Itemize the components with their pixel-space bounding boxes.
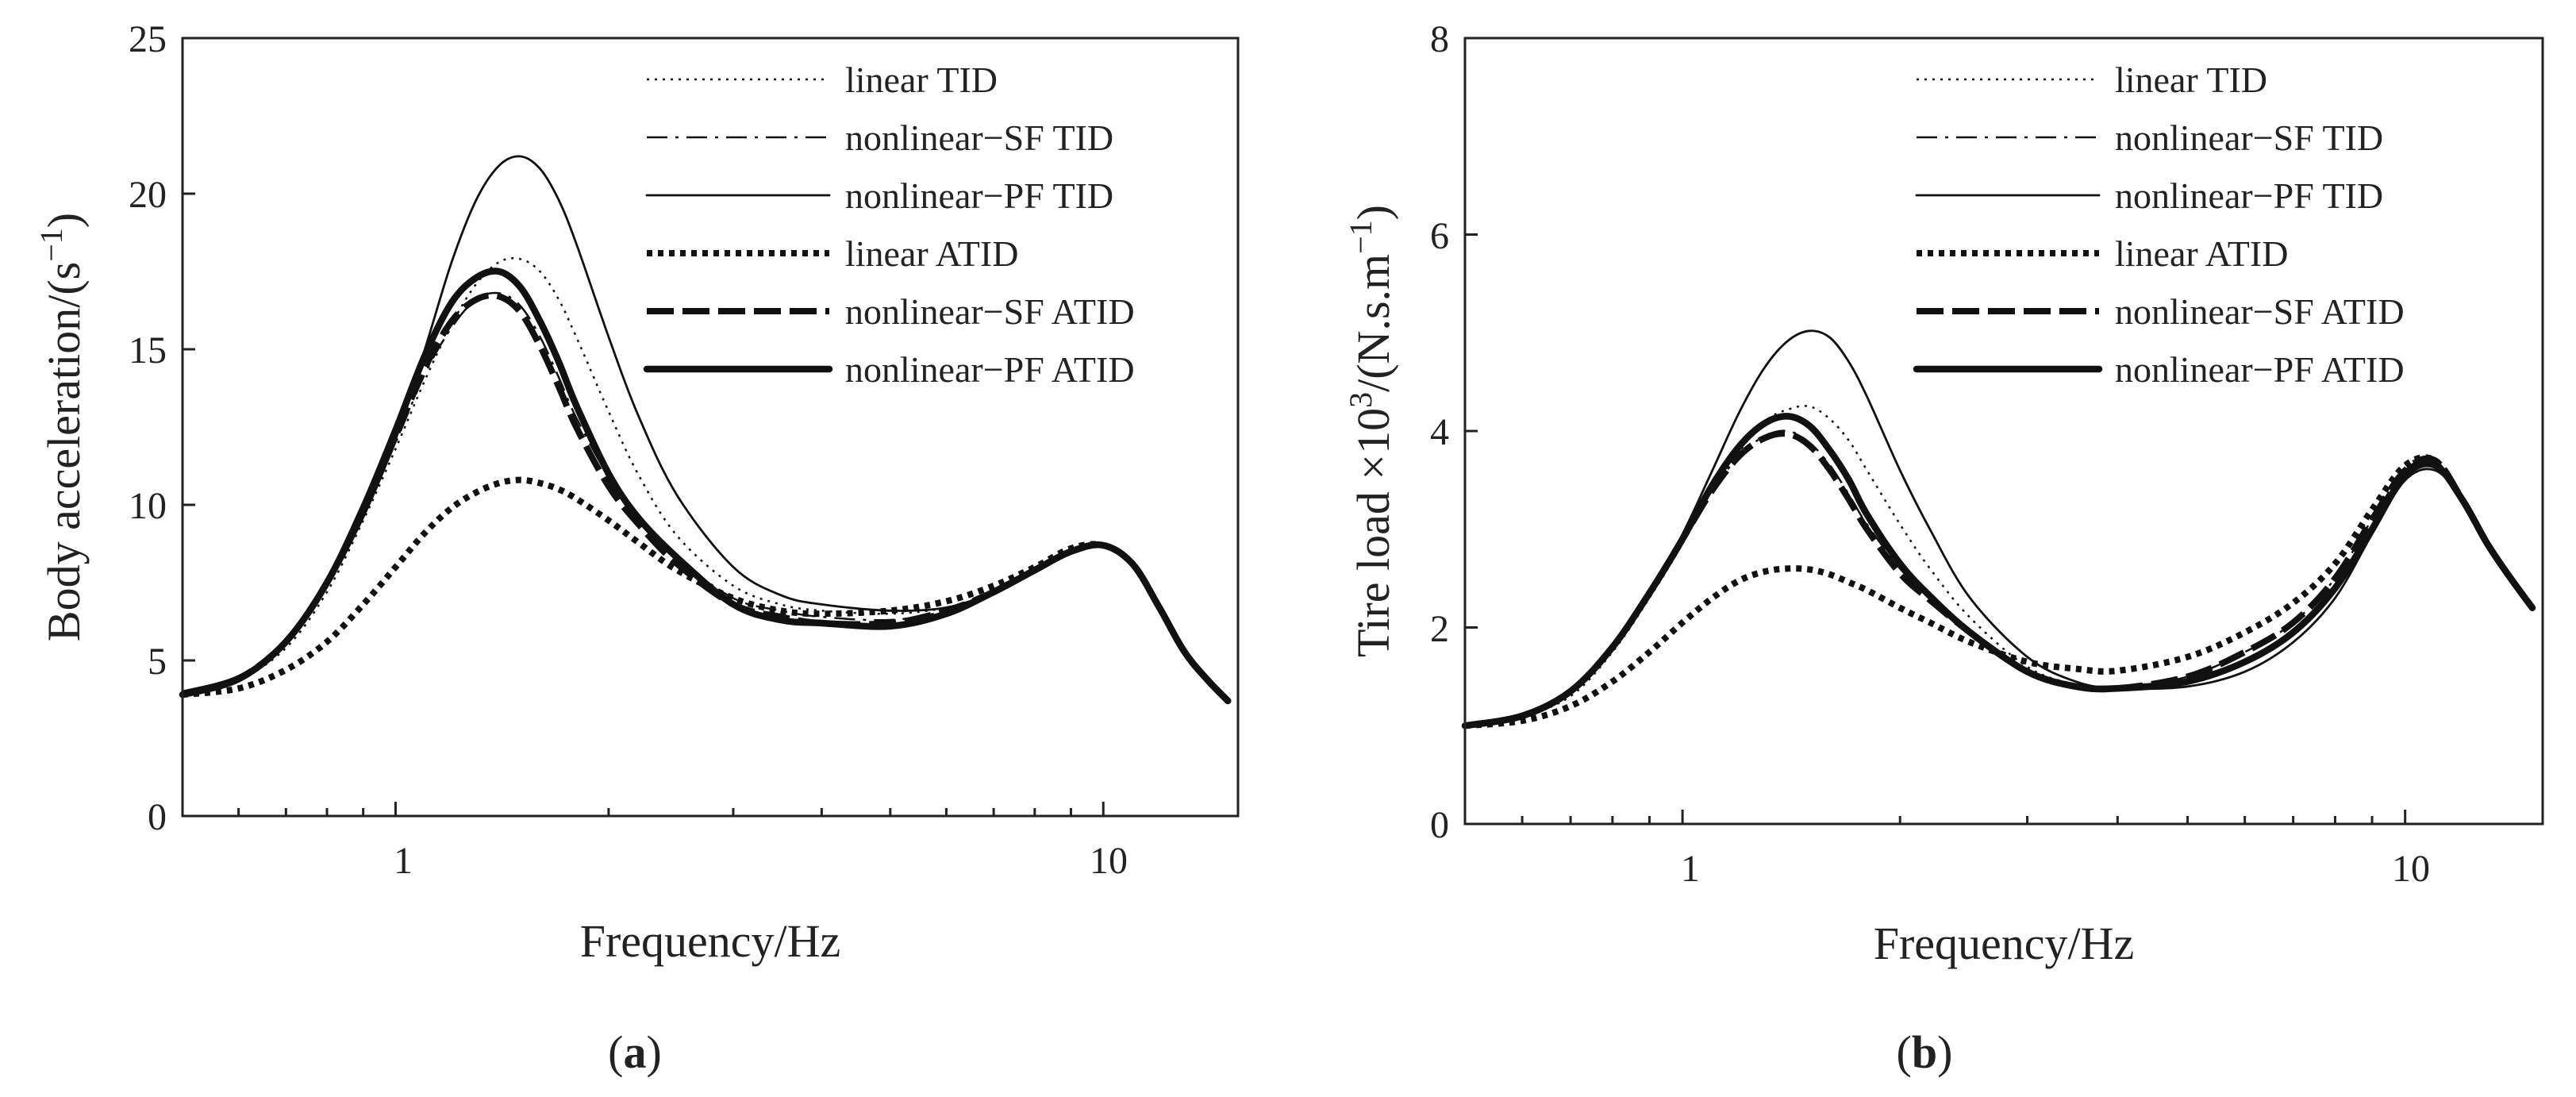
legend-a: linear TID nonlinear−SF TID nonlinear−PF…: [643, 60, 1135, 390]
y-axis-label: Body acceleration/(s−1): [33, 213, 90, 641]
chart-panel-b: 0 2 4 6 8 1 10 Frequency/Hz Tire load ×1…: [1343, 18, 2544, 1078]
series-group-b: [1461, 329, 2536, 729]
panel-label-a: (a): [608, 1026, 662, 1078]
y-tick-label: 0: [1430, 804, 1449, 846]
series-group-a: [179, 155, 1232, 705]
y-tick-label: 20: [129, 174, 167, 216]
panel-label-b: (b): [1897, 1026, 1953, 1078]
series-line-thin-dotted: [1464, 405, 2534, 727]
series-line-thick-dotted: [182, 476, 1231, 703]
legend-label: nonlinear−PF TID: [845, 175, 1113, 216]
chart-panel-a: 0 5 10 15 20 25 1 10 Frequency/Hz Body a…: [33, 18, 1240, 1078]
legend-label: nonlinear−PF TID: [2115, 175, 2383, 216]
y-tick-label: 0: [148, 796, 167, 838]
x-tick-label: 1: [1681, 848, 1700, 890]
y-tick-label: 8: [1430, 18, 1449, 60]
y-tick-label: 25: [129, 18, 167, 60]
legend-label: nonlinear−SF TID: [2115, 117, 2383, 158]
y-tick-label: 2: [1430, 608, 1449, 650]
y-tick-label: 15: [129, 329, 167, 371]
x-axis-label: Frequency/Hz: [580, 915, 841, 967]
series-line-thin-solid: [181, 155, 1229, 702]
plot-frame-a: [181, 37, 1240, 818]
legend-label: nonlinear−SF ATID: [845, 291, 1135, 332]
x-tick-label: 10: [1090, 840, 1128, 882]
legend-label: linear TID: [2115, 60, 2267, 100]
axis-ticks-b: [1463, 37, 2407, 826]
legend-label: linear TID: [845, 60, 998, 100]
x-tick-label: 10: [2392, 848, 2430, 890]
x-tick-label: 1: [394, 840, 413, 882]
legend-label: nonlinear−SF TID: [845, 117, 1113, 158]
legend-label: linear ATID: [2115, 233, 2288, 274]
series-line-thick-dotted: [1464, 454, 2536, 729]
series-line-thick-dashed: [181, 292, 1231, 703]
legend-label: linear ATID: [845, 233, 1018, 274]
y-tick-label: 10: [129, 485, 167, 527]
y-axis-label: Tire load ×103/(N.s.m−1): [1343, 205, 1399, 657]
series-line-thick-solid: [1461, 413, 2536, 729]
legend-b: linear TID nonlinear−SF TID nonlinear−PF…: [1913, 60, 2405, 390]
series-line-thick-solid: [179, 268, 1232, 705]
series-line-thin-dashdot: [1464, 429, 2534, 727]
y-tick-label: 5: [148, 641, 167, 683]
legend-label: nonlinear−PF ATID: [845, 349, 1135, 390]
y-tick-label: 6: [1430, 215, 1449, 257]
y-tick-label: 4: [1430, 411, 1449, 453]
legend-label: nonlinear−PF ATID: [2115, 349, 2405, 390]
series-line-thick-dashed: [1464, 430, 2536, 729]
x-axis-label: Frequency/Hz: [1874, 918, 2135, 969]
legend-label: nonlinear−SF ATID: [2115, 291, 2405, 332]
plot-frame-b: [1463, 37, 2544, 826]
